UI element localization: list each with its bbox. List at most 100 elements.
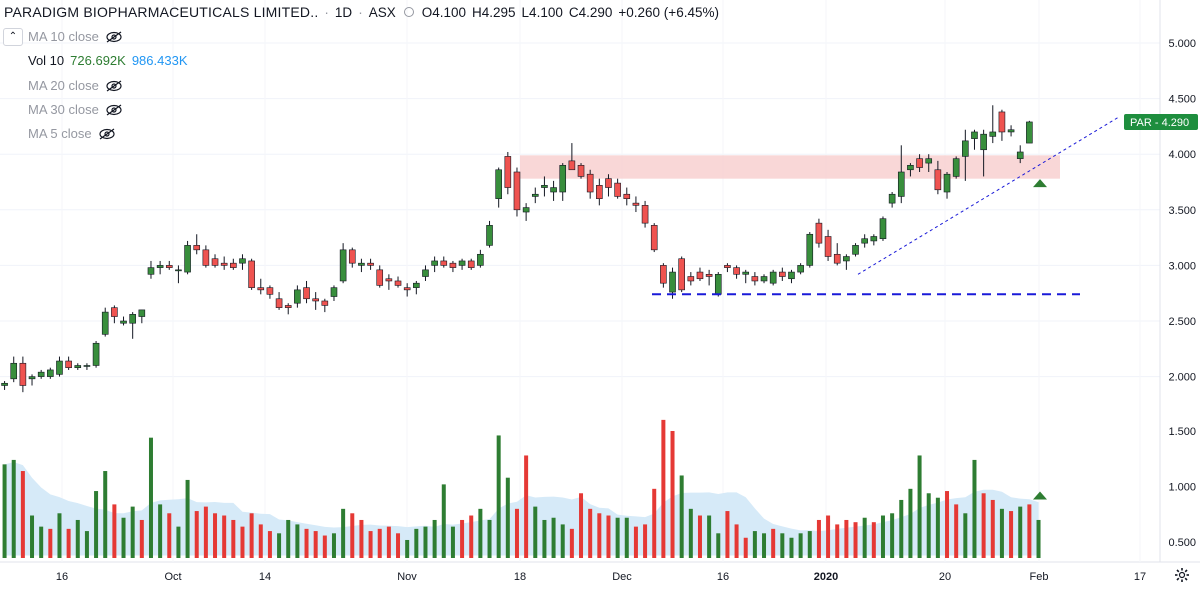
candle — [266, 285, 274, 299]
candle-body — [943, 173, 951, 193]
candle-body — [779, 271, 786, 277]
volume-bar — [441, 484, 446, 558]
candle — [870, 234, 878, 246]
candle-body — [916, 158, 923, 168]
volume-bar — [405, 539, 410, 558]
candle — [449, 260, 457, 273]
candle — [339, 243, 347, 284]
indicator-ma10[interactable]: MA 10 close — [28, 29, 123, 44]
volume-bar — [945, 491, 950, 558]
candle-body — [614, 182, 621, 197]
symbol-title[interactable]: PARADIGM BIOPHARMACEUTICALS LIMITED.. — [4, 4, 319, 20]
volume-bar — [176, 526, 181, 558]
indicator-volume[interactable]: Vol 10 726.692K 986.433K — [28, 53, 188, 68]
time-tick-label: 14 — [259, 571, 271, 583]
candle — [19, 356, 27, 393]
indicator-ma20[interactable]: MA 20 close — [28, 78, 123, 93]
settings-gear-icon[interactable] — [1174, 567, 1190, 583]
volume-bar — [880, 515, 885, 558]
time-tick-label: 16 — [56, 571, 68, 583]
candle — [394, 276, 402, 288]
candle-body — [733, 267, 740, 275]
candle — [10, 356, 18, 383]
ohlc-open: O4.100 — [421, 4, 466, 20]
interval-label[interactable]: 1D — [334, 4, 353, 20]
volume-bar — [496, 435, 501, 558]
time-tick-label: 17 — [1134, 571, 1146, 583]
candle — [284, 303, 292, 315]
up-arrow-volume — [1033, 491, 1047, 500]
indicator-ma30[interactable]: MA 30 close — [28, 102, 123, 117]
candle-body — [861, 238, 868, 244]
candle-body — [138, 309, 146, 317]
candle-body — [193, 245, 201, 251]
volume-bar — [597, 513, 602, 558]
volume-ma-area-path — [4, 462, 1039, 556]
volume-bar — [771, 528, 776, 558]
candle — [907, 163, 914, 177]
candle-body — [952, 158, 960, 177]
volume-bar — [48, 528, 53, 558]
candle — [101, 307, 109, 337]
volume-bar — [579, 493, 584, 558]
volume-bar — [716, 533, 721, 558]
candle — [586, 169, 594, 199]
candle-body — [239, 258, 246, 264]
indicator-label: MA 20 close — [28, 78, 99, 93]
candle — [678, 256, 685, 293]
candle — [797, 263, 804, 275]
candle — [934, 160, 942, 195]
candle-body — [275, 298, 283, 308]
candle-body — [284, 305, 292, 308]
candle — [504, 151, 512, 195]
candle-body — [559, 165, 567, 193]
volume-bar — [249, 513, 254, 558]
candle-body — [650, 225, 658, 251]
candle-body — [888, 193, 896, 204]
volume-bar — [469, 515, 474, 558]
candle-body — [376, 269, 384, 286]
candle-body — [101, 311, 109, 335]
time-tick-label: 20 — [939, 571, 951, 583]
volume-bar — [450, 526, 455, 558]
candle-body — [230, 262, 237, 268]
candle-body — [879, 218, 887, 240]
candle — [779, 267, 786, 281]
candle — [129, 312, 136, 339]
candle-body — [467, 260, 475, 268]
candle — [577, 163, 585, 179]
candle — [37, 369, 45, 379]
candle — [925, 154, 933, 172]
eye-crossed-icon[interactable] — [105, 104, 123, 116]
volume-bar — [926, 493, 931, 558]
volume-bar — [286, 519, 291, 558]
candle-body — [971, 131, 978, 139]
candle — [458, 258, 466, 270]
candle-body — [458, 260, 466, 266]
indicator-ma5[interactable]: MA 5 close — [28, 126, 116, 141]
candle — [751, 272, 759, 286]
candle — [120, 316, 127, 326]
eye-crossed-icon[interactable] — [105, 80, 123, 92]
volume-bar — [743, 537, 748, 558]
candle-body — [83, 365, 91, 367]
candle — [724, 263, 731, 273]
volume-bar — [551, 517, 556, 558]
eye-crossed-icon[interactable] — [105, 31, 123, 43]
candle-body — [669, 271, 676, 293]
volume-bar — [322, 535, 327, 558]
volume-ma-value: 986.433K — [131, 53, 188, 68]
candle-body — [202, 249, 210, 266]
eye-crossed-icon[interactable] — [98, 128, 116, 140]
volume-ma-area — [4, 462, 1039, 556]
candle-body — [47, 369, 54, 377]
candle — [111, 305, 118, 324]
collapse-indicators-button[interactable]: ⌃ — [3, 28, 23, 46]
candle — [806, 232, 814, 268]
volume-bar — [707, 515, 712, 558]
candle-body — [367, 262, 374, 266]
volume-bar — [697, 515, 702, 558]
candle-body — [870, 236, 878, 242]
price-tick-label: 3.000 — [1168, 260, 1196, 272]
